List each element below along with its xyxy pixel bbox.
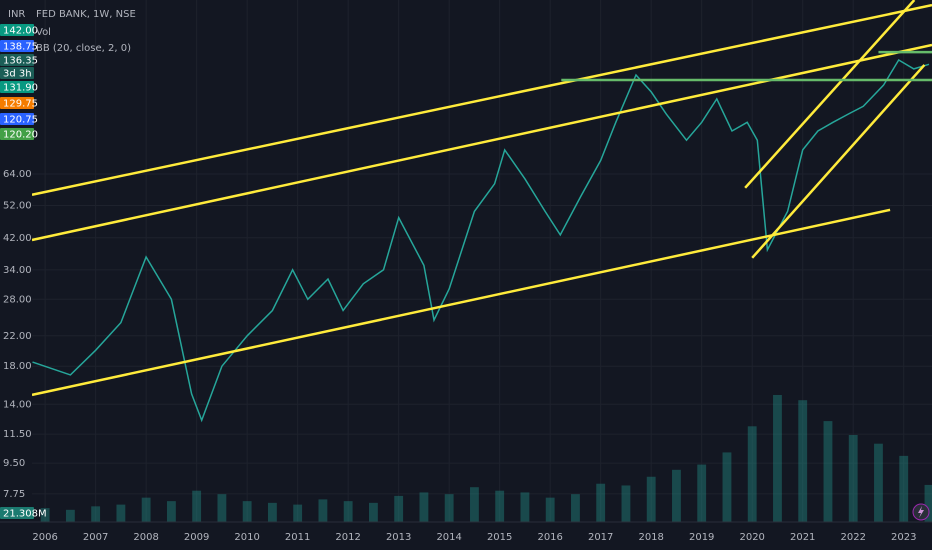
volume-bar bbox=[444, 494, 454, 522]
volume-bar bbox=[470, 487, 479, 522]
volume-bar bbox=[520, 492, 530, 522]
price-badge-label: 3d 3h bbox=[3, 69, 32, 80]
volume-bar bbox=[40, 508, 50, 522]
volume-bar bbox=[318, 499, 328, 522]
x-tick-label: 2015 bbox=[487, 532, 512, 543]
price-badge bbox=[0, 81, 34, 93]
price-badge bbox=[0, 97, 34, 109]
y-tick-label: 64.00 bbox=[3, 169, 32, 180]
price-badge-label: 129.75 bbox=[3, 99, 38, 110]
volume-bar bbox=[217, 494, 227, 522]
y-tick-label: 11.50 bbox=[3, 429, 32, 440]
volume-bar bbox=[823, 421, 833, 522]
indicator: BB (20, close, 2, 0) bbox=[36, 43, 131, 54]
volume-bar bbox=[116, 504, 126, 522]
volume-bar bbox=[747, 426, 757, 522]
price-badge-label: 120.75 bbox=[3, 115, 38, 126]
volume-bar bbox=[141, 497, 151, 522]
price-badge-label: 142.00 bbox=[3, 26, 38, 37]
volume-bar bbox=[899, 455, 909, 522]
trendline bbox=[31, 208, 891, 397]
trendline bbox=[31, 43, 932, 242]
x-tick-label: 2016 bbox=[537, 532, 562, 543]
price-badge-label: 131.90 bbox=[3, 83, 38, 94]
currency: INR bbox=[8, 9, 25, 20]
trendline bbox=[751, 64, 926, 259]
price-badge bbox=[0, 113, 34, 125]
x-tick-label: 2012 bbox=[335, 532, 360, 543]
y-tick-label: 9.50 bbox=[3, 458, 25, 469]
x-tick-label: 2010 bbox=[234, 532, 259, 543]
y-tick-label: 52.00 bbox=[3, 200, 32, 211]
price-badge-label: 138.75 bbox=[3, 42, 38, 53]
volume-bar bbox=[394, 495, 404, 522]
trendline bbox=[744, 0, 916, 189]
volume-bar bbox=[697, 464, 707, 522]
y-tick-label: 7.75 bbox=[3, 489, 25, 500]
x-tick-label: 2008 bbox=[133, 532, 158, 543]
volume-bar bbox=[495, 490, 505, 522]
lightning-icon[interactable] bbox=[912, 503, 930, 521]
volume-bar bbox=[722, 452, 732, 522]
volume-bar bbox=[91, 506, 101, 522]
price-badge bbox=[0, 24, 34, 36]
price-badge bbox=[0, 507, 34, 519]
plot bbox=[31, 0, 932, 522]
volume-bar bbox=[545, 497, 555, 522]
x-tick-label: 2020 bbox=[739, 532, 764, 543]
volume-bar bbox=[672, 469, 681, 522]
volume-bar bbox=[368, 502, 378, 522]
price-badge bbox=[0, 67, 34, 79]
volume-bar bbox=[924, 484, 932, 522]
y-tick-label: 22.00 bbox=[3, 331, 32, 342]
x-tick-label: 2009 bbox=[184, 532, 209, 543]
volume-bar bbox=[192, 490, 202, 522]
volume-bar bbox=[242, 501, 252, 522]
x-tick-label: 2011 bbox=[285, 532, 310, 543]
x-tick-label: 2019 bbox=[689, 532, 714, 543]
price-line bbox=[32, 58, 930, 423]
volume-bar bbox=[419, 492, 429, 522]
price-badge-label: 136.35 bbox=[3, 56, 38, 67]
volume-bar bbox=[646, 476, 656, 522]
volume-bar bbox=[65, 509, 75, 522]
x-tick-label: 2017 bbox=[588, 532, 613, 543]
indicator: Vol bbox=[36, 27, 51, 38]
volume-bar bbox=[798, 400, 808, 522]
volume-bar bbox=[293, 504, 303, 522]
y-tick-label: 42.00 bbox=[3, 233, 32, 244]
volume-bar bbox=[874, 443, 883, 522]
volume-bar bbox=[596, 483, 606, 522]
x-tick-label: 2023 bbox=[891, 532, 916, 543]
x-tick-label: 2006 bbox=[32, 532, 57, 543]
x-tick-label: 2007 bbox=[83, 532, 108, 543]
volume-bar bbox=[343, 501, 353, 522]
volume-bar bbox=[571, 494, 580, 522]
price-badge-label: 120.20 bbox=[3, 130, 38, 141]
trendline bbox=[31, 3, 932, 196]
volume-bar bbox=[267, 502, 277, 522]
chart-title: FED BANK, 1W, NSE bbox=[36, 9, 136, 20]
grid bbox=[32, 0, 932, 522]
y-tick-label: 28.00 bbox=[3, 294, 32, 305]
y-tick-label: 14.00 bbox=[3, 399, 32, 410]
volume-bar bbox=[848, 435, 858, 522]
price-badge bbox=[0, 40, 34, 52]
x-tick-label: 2018 bbox=[638, 532, 663, 543]
y-tick-label: 18.00 bbox=[3, 361, 32, 372]
volume-bar bbox=[621, 485, 631, 522]
volume-bar bbox=[166, 501, 176, 522]
price-badge-label: 21.308M bbox=[3, 509, 47, 520]
price-badge bbox=[0, 54, 34, 66]
volume-bar bbox=[773, 394, 782, 522]
x-tick-label: 2022 bbox=[840, 532, 865, 543]
y-tick-label: 34.00 bbox=[3, 265, 32, 276]
x-tick-label: 2013 bbox=[386, 532, 411, 543]
price-badge bbox=[0, 128, 34, 140]
x-tick-label: 2021 bbox=[790, 532, 815, 543]
x-tick-label: 2014 bbox=[436, 532, 461, 543]
